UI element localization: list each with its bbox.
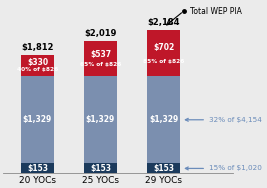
Bar	[147, 30, 180, 76]
Bar	[84, 163, 117, 174]
Text: $1,329: $1,329	[23, 115, 52, 124]
Bar	[147, 163, 180, 174]
Text: $537: $537	[90, 50, 111, 59]
Bar	[84, 76, 117, 163]
Text: 40% of $826: 40% of $826	[17, 67, 58, 72]
Text: 65% of $826: 65% of $826	[80, 62, 121, 67]
Bar	[147, 76, 180, 163]
Text: 85% of $826: 85% of $826	[143, 59, 184, 64]
Text: $1,329: $1,329	[149, 115, 178, 124]
Bar	[21, 76, 54, 163]
Text: $153: $153	[153, 164, 174, 173]
Text: $702: $702	[153, 43, 174, 52]
Text: 32% of $4,154: 32% of $4,154	[185, 117, 262, 123]
Text: Total WEP PIA: Total WEP PIA	[190, 7, 242, 16]
Text: $153: $153	[27, 164, 48, 173]
Text: 15% of $1,020: 15% of $1,020	[185, 165, 262, 171]
Bar	[21, 163, 54, 174]
Text: $1,329: $1,329	[86, 115, 115, 124]
Text: $2,184: $2,184	[147, 18, 180, 27]
Bar	[21, 55, 54, 76]
Text: $2,019: $2,019	[84, 29, 117, 38]
Bar	[84, 41, 117, 76]
Text: $330: $330	[27, 58, 48, 67]
Text: $153: $153	[90, 164, 111, 173]
Text: $1,812: $1,812	[21, 42, 54, 52]
